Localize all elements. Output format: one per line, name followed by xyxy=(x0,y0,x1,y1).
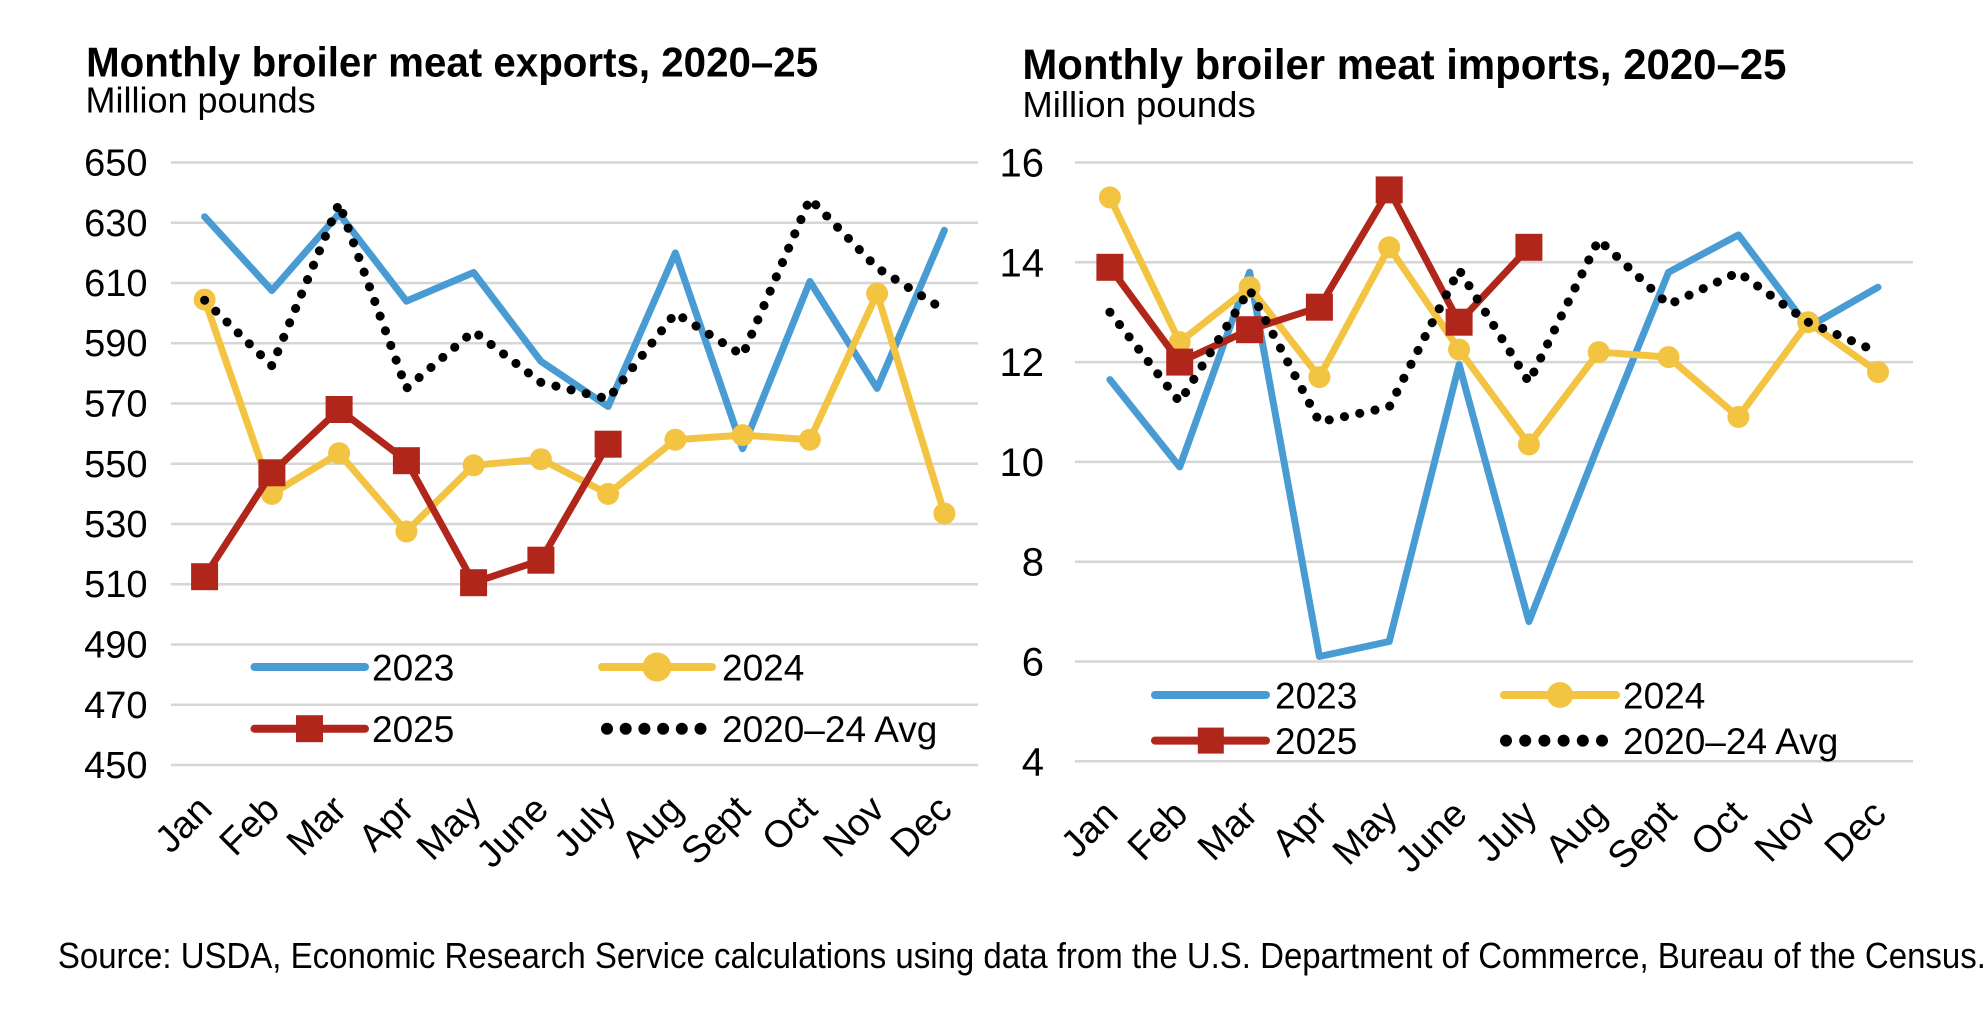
svg-text:2024: 2024 xyxy=(722,648,804,689)
svg-text:490: 490 xyxy=(84,625,147,667)
svg-text:12: 12 xyxy=(1000,341,1045,385)
svg-text:630: 630 xyxy=(84,203,147,245)
svg-text:6: 6 xyxy=(1022,641,1044,685)
svg-text:2020–24 Avg: 2020–24 Avg xyxy=(1623,721,1838,762)
svg-text:14: 14 xyxy=(1000,241,1045,285)
svg-text:16: 16 xyxy=(1000,142,1045,186)
svg-text:Monthly broiler meat exports,: Monthly broiler meat exports, 2020–25 xyxy=(86,39,818,86)
svg-text:Million pounds: Million pounds xyxy=(1022,84,1255,125)
svg-text:Monthly broiler meat imports,: Monthly broiler meat imports, 2020–25 xyxy=(1022,41,1786,89)
svg-text:2025: 2025 xyxy=(372,709,454,750)
svg-text:470: 470 xyxy=(84,685,147,727)
svg-text:4: 4 xyxy=(1022,740,1044,784)
svg-text:610: 610 xyxy=(84,263,147,305)
svg-text:550: 550 xyxy=(84,444,147,486)
svg-text:Million pounds: Million pounds xyxy=(86,80,316,121)
svg-text:650: 650 xyxy=(84,143,147,185)
svg-text:450: 450 xyxy=(84,745,147,787)
svg-text:2020–24 Avg: 2020–24 Avg xyxy=(722,709,937,750)
svg-text:2025: 2025 xyxy=(1275,721,1357,762)
svg-text:530: 530 xyxy=(84,504,147,546)
svg-text:590: 590 xyxy=(84,323,147,365)
svg-text:510: 510 xyxy=(84,564,147,606)
svg-text:2023: 2023 xyxy=(372,648,454,689)
svg-text:Source: USDA, Economic Researc: Source: USDA, Economic Research Service … xyxy=(58,935,1986,976)
svg-text:2024: 2024 xyxy=(1623,676,1705,717)
svg-text:8: 8 xyxy=(1022,541,1044,585)
svg-text:10: 10 xyxy=(1000,441,1045,485)
svg-text:2023: 2023 xyxy=(1275,676,1357,717)
svg-text:570: 570 xyxy=(84,384,147,426)
